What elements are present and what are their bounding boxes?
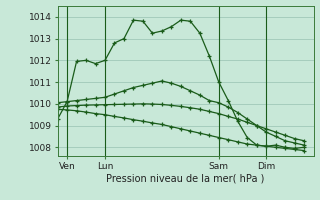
X-axis label: Pression niveau de la mer( hPa ): Pression niveau de la mer( hPa ) xyxy=(107,173,265,183)
